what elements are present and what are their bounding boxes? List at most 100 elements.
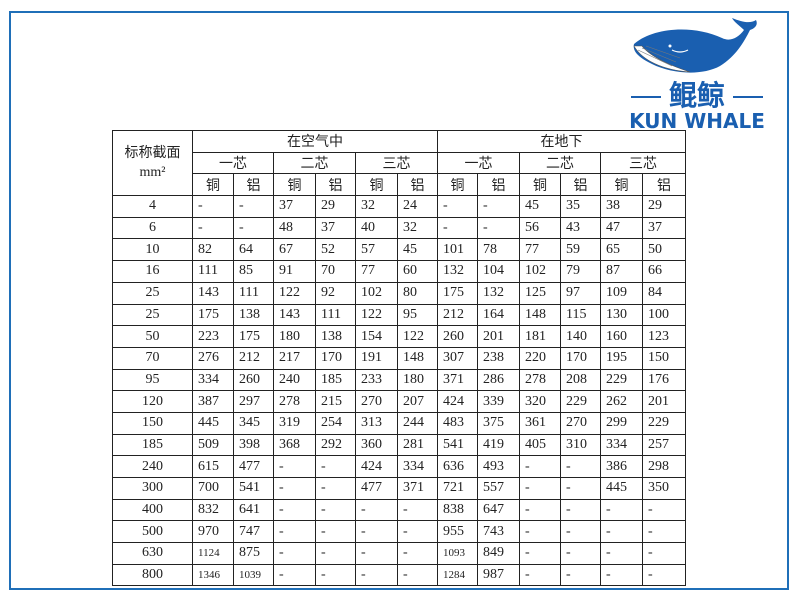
- cell-value: -: [397, 520, 438, 544]
- header-core: 二芯: [519, 151, 601, 175]
- cell-value: -: [560, 520, 601, 544]
- cell-value: 175: [437, 281, 478, 305]
- cell-value: 140: [560, 325, 601, 348]
- cell-value: 361: [519, 411, 561, 435]
- cell-value: 70: [315, 260, 356, 283]
- cell-value: -: [641, 498, 687, 522]
- header-material: 铜: [192, 173, 234, 197]
- cell-size: 4: [112, 195, 193, 218]
- cell-value: 557: [477, 477, 520, 500]
- cell-value: 212: [233, 346, 274, 370]
- cell-value: 276: [192, 346, 234, 370]
- header-row-materials: 铜铝铜铝铜铝铜铝铜铝铜铝: [113, 173, 687, 197]
- table-row: 120 387 297 278 215 270 207 424 339 320 229 262 201: [112, 390, 687, 413]
- cell-value: 254: [315, 411, 356, 435]
- cell-value: 29: [641, 195, 687, 218]
- cell-value: -: [355, 498, 398, 522]
- cell-value: 509: [192, 433, 234, 457]
- cell-size: 185: [112, 433, 193, 457]
- cell-value: 229: [560, 390, 601, 413]
- table-row: 16 111 85 91 70 77 60 132 104 102 79 87 66: [112, 260, 687, 283]
- cell-value: 32: [355, 195, 398, 218]
- cell-value: 77: [519, 238, 561, 262]
- cell-value: 37: [641, 216, 687, 240]
- cell-value: -: [273, 563, 316, 587]
- cell-value: 100: [641, 303, 687, 327]
- cell-value: -: [519, 563, 561, 587]
- cell-value: 636: [437, 455, 478, 478]
- header-unit-text: mm²: [139, 165, 166, 181]
- cell-value: 170: [560, 346, 601, 370]
- cell-value: 84: [641, 281, 687, 305]
- cell-value: -: [641, 542, 687, 565]
- cell-value: 143: [273, 303, 316, 327]
- cell-value: 97: [560, 281, 601, 305]
- cell-value: 240: [273, 368, 316, 392]
- cell-value: 59: [560, 238, 601, 262]
- cell-value: 350: [641, 477, 687, 500]
- cell-value: 424: [355, 455, 398, 478]
- cell-size: 120: [112, 390, 193, 413]
- table-row: 95 334 260 240 185 233 180 371 286 278 208 229 176: [112, 368, 687, 392]
- cell-value: 123: [641, 325, 687, 348]
- table-row: 185 509 398 368 292 360 281 541 419 405 310 334 257: [112, 433, 687, 457]
- cell-value: 319: [273, 411, 316, 435]
- cell-value: 278: [273, 390, 316, 413]
- table-row: 25 175 138 143 111 122 95 212 164 148 115 130 100: [112, 303, 687, 327]
- cell-value: 208: [560, 368, 601, 392]
- header-material: 铝: [233, 173, 274, 197]
- cell-value: 244: [397, 411, 438, 435]
- cell-value: -: [600, 520, 643, 544]
- cell-value: 721: [437, 477, 478, 500]
- cell-value: 67: [273, 238, 316, 262]
- cell-value: 345: [233, 411, 274, 435]
- header-material: 铝: [641, 173, 687, 197]
- cell-value: 419: [477, 433, 520, 457]
- cell-value: 405: [519, 433, 561, 457]
- current-capacity-table: 标称截面 mm² 在空气中 在地下 一芯 二芯 三芯 一芯 二芯 三芯铜铝铜铝铜铝铜铝铜铝铜铝 4…: [112, 129, 687, 587]
- cell-size: 630: [112, 542, 193, 565]
- cell-value: 386: [600, 455, 643, 478]
- cell-value: -: [560, 542, 601, 565]
- cell-value: 215: [315, 390, 356, 413]
- cell-size: 95: [112, 368, 193, 392]
- cell-value: -: [437, 216, 478, 240]
- cell-value: 387: [192, 390, 234, 413]
- header-material: 铝: [315, 173, 356, 197]
- table-row: 6- -48 37 40 32- -56 43 47 37: [112, 216, 687, 240]
- cell-value: 615: [192, 455, 234, 478]
- cell-value: 201: [641, 390, 687, 413]
- cell-value: 78: [477, 238, 520, 262]
- cell-value: -: [437, 195, 478, 218]
- table-row: 500 970 747- - - -955 743- - - -: [112, 520, 687, 544]
- cell-value: 85: [233, 260, 274, 283]
- cell-value: -: [560, 455, 601, 478]
- cell-value: 125: [519, 281, 561, 305]
- cell-value: 298: [641, 455, 687, 478]
- cell-value: 201: [477, 325, 520, 348]
- cell-size: 800: [112, 563, 193, 587]
- cell-value: -: [397, 498, 438, 522]
- cell-value: 79: [560, 260, 601, 283]
- cell-value: 66: [641, 260, 687, 283]
- header-material: 铝: [477, 173, 520, 197]
- cell-value: 56: [519, 216, 561, 240]
- cell-value: 262: [600, 390, 643, 413]
- cell-value: 987: [477, 563, 520, 587]
- cell-value: 1093: [437, 542, 478, 565]
- cell-value: -: [273, 498, 316, 522]
- table-row: 10 82 64 67 52 57 45 101 78 77 59 65 50: [112, 238, 687, 262]
- cell-value: -: [560, 477, 601, 500]
- cell-value: 334: [192, 368, 234, 392]
- cell-value: 148: [519, 303, 561, 327]
- cell-value: -: [600, 563, 643, 587]
- table-row: 70 276 212 217 170 191 148 307 238 220 170 195 150: [112, 346, 687, 370]
- cell-value: 297: [233, 390, 274, 413]
- header-core: 一芯: [192, 151, 274, 175]
- cell-value: 299: [600, 411, 643, 435]
- cell-value: 339: [477, 390, 520, 413]
- cell-value: 375: [477, 411, 520, 435]
- cell-value: 360: [355, 433, 398, 457]
- header-core: 三芯: [355, 151, 438, 175]
- header-group: 在空气中: [192, 130, 438, 153]
